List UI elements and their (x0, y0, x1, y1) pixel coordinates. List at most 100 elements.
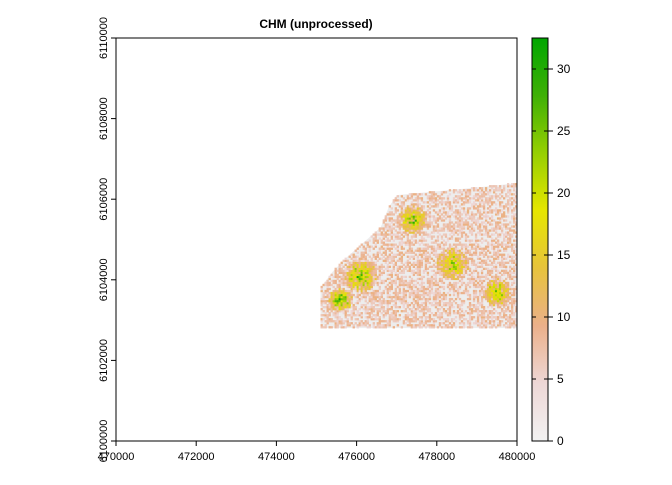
raster-cell (422, 289, 426, 293)
raster-cell (336, 299, 339, 303)
raster-cell (458, 322, 462, 325)
raster-cell (448, 289, 452, 293)
raster-cell (440, 285, 444, 289)
raster-cell (342, 303, 345, 307)
raster-cell (358, 265, 361, 268)
raster-cell (462, 265, 466, 268)
raster-cell (502, 255, 506, 258)
raster-cell (370, 265, 373, 268)
raster-cell (424, 213, 428, 216)
raster-cell (426, 209, 430, 212)
raster-cell (456, 257, 460, 260)
raster-cell (498, 235, 502, 238)
raster-cell (430, 215, 434, 218)
raster-layer (320, 183, 517, 329)
raster-cell (508, 239, 512, 242)
raster-cell (400, 231, 404, 234)
raster-cell (406, 316, 410, 319)
raster-cell (326, 281, 329, 285)
raster-cell (378, 281, 381, 285)
raster-cell (422, 201, 426, 204)
raster-cell (504, 293, 508, 297)
raster-cell (358, 263, 361, 266)
raster-cell (476, 207, 480, 210)
raster-cell (416, 225, 420, 228)
raster-cell (462, 245, 466, 248)
raster-cell (342, 320, 345, 323)
raster-cell (414, 199, 418, 202)
raster-cell (458, 259, 462, 262)
raster-cell (496, 269, 500, 273)
raster-cell (348, 261, 351, 264)
legend-tick-label: 20 (557, 186, 571, 200)
raster-cell (462, 211, 466, 214)
raster-cell (508, 277, 512, 281)
raster-cell (496, 324, 500, 327)
raster-cell (468, 320, 472, 323)
raster-cell (512, 312, 516, 315)
raster-cell (472, 275, 476, 279)
raster-cell (448, 287, 452, 291)
raster-cell (480, 299, 484, 303)
raster-cell (356, 312, 359, 315)
raster-cell (418, 265, 422, 268)
raster-cell (450, 269, 454, 273)
raster-cell (360, 312, 363, 315)
raster-cell (382, 241, 385, 244)
raster-cell (476, 227, 480, 230)
raster-cell (414, 231, 418, 234)
raster-cell (440, 255, 444, 258)
raster-cell (502, 283, 506, 287)
raster-cell (432, 318, 436, 321)
raster-cell (420, 229, 424, 232)
raster-cell (486, 295, 490, 299)
raster-cell (416, 193, 420, 196)
raster-cell (464, 249, 468, 252)
raster-cell (446, 255, 450, 258)
raster-cell (422, 217, 426, 220)
raster-cell (380, 265, 383, 268)
raster-cell (424, 193, 428, 196)
raster-cell (330, 295, 333, 299)
raster-cell (464, 197, 468, 200)
raster-cell (370, 273, 373, 277)
raster-cell (458, 269, 462, 273)
raster-cell (402, 241, 406, 244)
raster-cell (438, 299, 442, 303)
raster-cell (508, 297, 512, 301)
raster-cell (396, 215, 400, 218)
raster-cell (500, 281, 504, 285)
raster-cell (478, 227, 482, 230)
raster-cell (452, 289, 456, 293)
raster-cell (444, 203, 448, 206)
raster-cell (368, 287, 371, 291)
raster-cell (464, 235, 468, 238)
raster-cell (478, 213, 482, 216)
raster-cell (460, 273, 464, 277)
raster-cell (506, 191, 510, 194)
raster-cell (388, 299, 391, 303)
raster-cell (418, 324, 422, 327)
raster-cell (436, 303, 440, 307)
raster-cell (394, 237, 397, 240)
raster-cell (490, 324, 494, 327)
raster-cell (354, 279, 357, 283)
raster-cell (422, 308, 426, 311)
raster-cell (402, 231, 406, 234)
raster-cell (388, 261, 391, 264)
raster-cell (384, 233, 387, 236)
raster-cell (470, 225, 474, 228)
raster-cell (504, 195, 508, 198)
raster-cell (448, 305, 452, 309)
raster-cell (350, 291, 353, 295)
raster-cell (406, 239, 410, 242)
raster-cell (366, 293, 369, 297)
raster-cell (326, 303, 329, 307)
raster-cell (370, 279, 373, 283)
raster-cell (458, 195, 462, 198)
raster-cell (476, 239, 480, 242)
raster-cell (460, 279, 464, 283)
raster-cell (424, 211, 428, 214)
raster-cell (514, 291, 517, 295)
raster-cell (484, 233, 488, 236)
